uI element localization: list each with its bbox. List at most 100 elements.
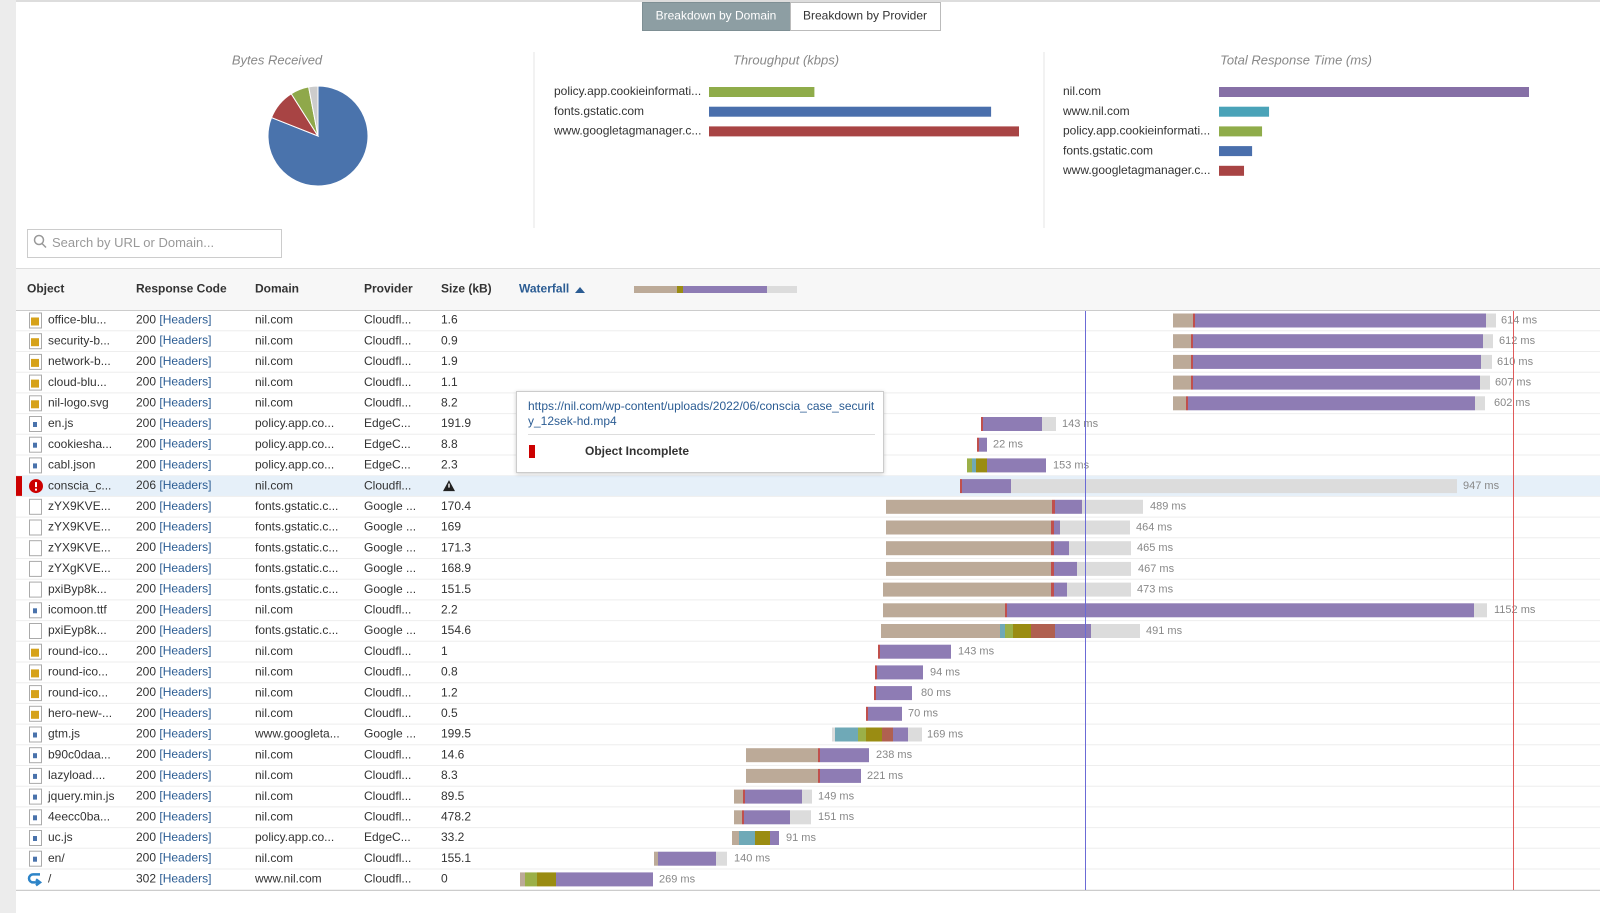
headers-link[interactable]: [Headers]	[159, 685, 211, 699]
headers-link[interactable]: [Headers]	[159, 809, 211, 823]
headers-link[interactable]: [Headers]	[159, 872, 211, 886]
headers-link[interactable]: [Headers]	[159, 478, 211, 492]
waterfall-time: 489 ms	[1150, 501, 1187, 513]
response-code: 200 [Headers]	[136, 809, 211, 823]
error-icon	[35, 488, 37, 491]
waterfall-time: 612 ms	[1499, 335, 1536, 347]
headers-link[interactable]: [Headers]	[159, 354, 211, 368]
bar	[1219, 87, 1529, 97]
domain: nil.com	[255, 644, 293, 658]
headers-link[interactable]: [Headers]	[159, 416, 211, 430]
waterfall-segment	[1077, 561, 1131, 576]
tab-domain[interactable]	[642, 2, 791, 31]
headers-link[interactable]: [Headers]	[159, 623, 211, 637]
search-placeholder[interactable]: Search by URL or Domain...	[52, 235, 214, 250]
size: 89.5	[441, 789, 465, 803]
waterfall-segment	[1186, 396, 1188, 411]
headers-link[interactable]: [Headers]	[159, 458, 211, 472]
tab-label[interactable]: Breakdown by Provider	[803, 9, 927, 23]
file-icon	[29, 560, 42, 577]
waterfall-segment	[1173, 354, 1191, 369]
status-marker	[529, 445, 535, 458]
object-name: zYX9KVE...	[48, 520, 111, 534]
waterfall-segment	[1191, 375, 1193, 390]
provider: Cloudfl...	[364, 354, 411, 368]
waterfall-segment	[770, 831, 779, 845]
provider: Cloudfl...	[364, 313, 411, 327]
file-icon	[29, 519, 42, 536]
headers-link[interactable]: [Headers]	[159, 313, 211, 327]
file-icon-code	[33, 815, 37, 821]
headers-link[interactable]: [Headers]	[159, 727, 211, 741]
tab-label[interactable]: Breakdown by Domain	[656, 9, 777, 23]
size: 2.3	[441, 458, 458, 472]
headers-link[interactable]: [Headers]	[159, 747, 211, 761]
waterfall-segment	[977, 437, 979, 452]
waterfall-segment	[983, 417, 1042, 431]
response-code: 200 [Headers]	[136, 644, 211, 658]
headers-link[interactable]: [Headers]	[159, 665, 211, 679]
object-name: office-blu...	[48, 313, 106, 327]
row-error-marker	[16, 476, 22, 497]
response-code: 200 [Headers]	[136, 685, 211, 699]
waterfall-segment	[1054, 582, 1067, 597]
size: 8.8	[441, 437, 458, 451]
search-box[interactable]	[27, 229, 282, 258]
waterfall-segment	[1042, 417, 1056, 431]
waterfall-time: 464 ms	[1136, 521, 1173, 533]
headers-link[interactable]: [Headers]	[159, 768, 211, 782]
waterfall-segment	[818, 768, 820, 783]
headers-link[interactable]: [Headers]	[159, 830, 211, 844]
waterfall-time: 221 ms	[867, 770, 904, 782]
waterfall-segment	[716, 851, 727, 866]
headers-link[interactable]: [Headers]	[159, 375, 211, 389]
domain: fonts.gstatic.c...	[255, 520, 338, 534]
waterfall-segment	[658, 851, 716, 866]
waterfall-segment	[1005, 624, 1013, 638]
domain: www.nil.com	[254, 872, 322, 886]
object-name: /	[48, 872, 52, 886]
headers-link[interactable]: [Headers]	[159, 333, 211, 347]
size: 154.6	[441, 623, 471, 637]
headers-link[interactable]: [Headers]	[159, 706, 211, 720]
headers-link[interactable]: [Headers]	[159, 561, 211, 575]
waterfall-segment	[1000, 624, 1005, 638]
headers-link[interactable]: [Headers]	[159, 644, 211, 658]
response-code: 200 [Headers]	[136, 830, 211, 844]
tooltip-url[interactable]: https://nil.com/wp-content/uploads/2022/…	[528, 399, 875, 428]
waterfall-segment	[882, 727, 893, 742]
waterfall-time: 143 ms	[958, 646, 995, 658]
headers-link[interactable]: [Headers]	[159, 789, 211, 803]
waterfall-segment	[744, 810, 790, 825]
headers-link[interactable]: [Headers]	[159, 582, 211, 596]
headers-link[interactable]: [Headers]	[159, 395, 211, 409]
object-name: b90c0daa...	[48, 747, 111, 761]
headers-link[interactable]: [Headers]	[159, 437, 211, 451]
headers-link[interactable]: [Headers]	[159, 851, 211, 865]
waterfall-segment	[556, 872, 653, 887]
waterfall-time: 91 ms	[786, 832, 816, 844]
bar-label: www.googletagmanager.c...	[1062, 163, 1210, 177]
domain: nil.com	[255, 851, 293, 865]
headers-link[interactable]: [Headers]	[159, 540, 211, 554]
provider: Cloudfl...	[364, 747, 411, 761]
object-name: zYX9KVE...	[48, 540, 111, 554]
tab-provider[interactable]	[790, 2, 941, 31]
bar	[709, 126, 1019, 137]
domain: fonts.gstatic.c...	[255, 582, 338, 596]
response-code: 200 [Headers]	[136, 582, 211, 596]
waterfall-segment	[1173, 334, 1191, 349]
headers-link[interactable]: [Headers]	[159, 499, 211, 513]
response-code: 200 [Headers]	[136, 375, 211, 389]
headers-link[interactable]: [Headers]	[159, 602, 211, 616]
provider: Cloudfl...	[364, 872, 411, 886]
bottom-border	[16, 890, 1600, 913]
code: 206	[136, 478, 156, 492]
provider: Google ...	[364, 582, 416, 596]
code: 200	[136, 582, 156, 596]
file-icon-code	[33, 732, 37, 738]
code: 200	[136, 313, 156, 327]
headers-link[interactable]: [Headers]	[159, 520, 211, 534]
waterfall-segment	[835, 727, 858, 742]
waterfall-segment	[908, 727, 922, 742]
